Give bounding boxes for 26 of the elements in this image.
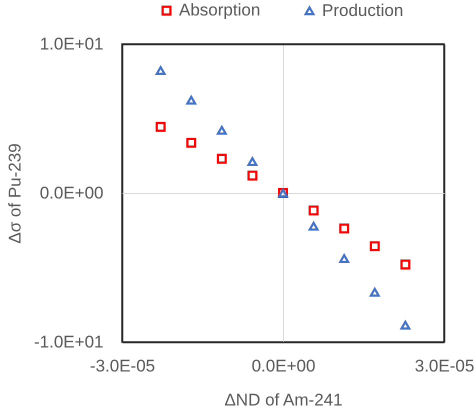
- point: [339, 223, 350, 234]
- point: [400, 320, 410, 330]
- point: [247, 157, 258, 166]
- legend-label: Absorption: [179, 0, 260, 20]
- x-tick-label: 3.0E-05: [414, 356, 474, 376]
- point: [308, 222, 319, 231]
- point: [400, 260, 410, 270]
- point: [216, 154, 227, 164]
- x-tick-label: 0.0E+00: [252, 356, 316, 376]
- legend-label: Production: [322, 0, 404, 20]
- point: [156, 122, 166, 132]
- y-tick-label: 0.0E+00: [40, 184, 104, 202]
- point: [370, 288, 380, 297]
- point: [247, 170, 258, 181]
- point: [308, 205, 319, 216]
- x-tick-label: -3.0E-05: [90, 356, 156, 376]
- point: [339, 254, 350, 264]
- point: [156, 66, 166, 75]
- y-tick-label: 1.0E+01: [40, 34, 104, 54]
- point: [370, 241, 380, 252]
- y-axis-title: Δσ of Pu-239: [6, 143, 24, 244]
- point: [186, 138, 196, 148]
- y-tick-label: -1.0E+01: [34, 332, 104, 352]
- point: [216, 126, 227, 135]
- point: [186, 96, 196, 105]
- x-axis-title: ΔND of Am-241: [224, 390, 343, 410]
